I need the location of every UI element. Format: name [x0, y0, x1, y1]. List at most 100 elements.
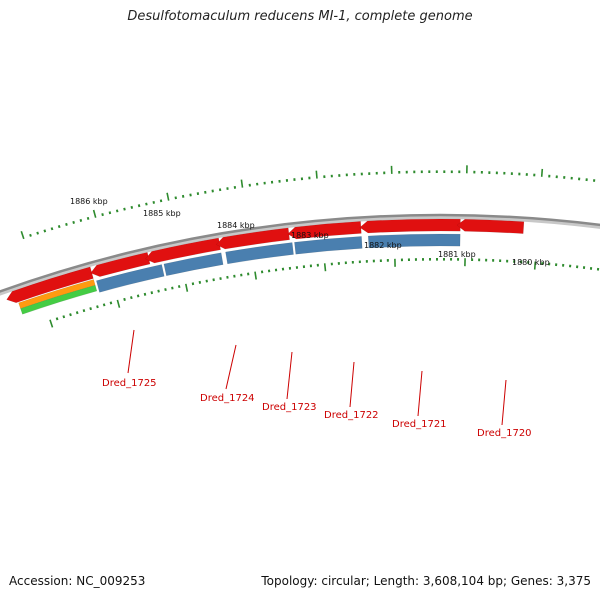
major-tick: [315, 170, 318, 179]
minor-tick: [137, 204, 141, 208]
minor-tick: [130, 296, 133, 300]
inner-tick-ring: [49, 257, 600, 328]
gene-labels: Dred_1725 Dred_1724 Dred_1723 Dred_1722 …: [102, 378, 532, 439]
scale-label: 1883 kbp: [291, 231, 329, 240]
minor-tick: [79, 218, 83, 222]
major-tick: [254, 271, 257, 280]
minor-tick: [69, 313, 72, 317]
minor-tick: [72, 220, 75, 224]
minor-tick: [198, 280, 202, 284]
gene-label[interactable]: Dred_1723: [262, 402, 317, 413]
major-tick: [92, 209, 97, 218]
major-tick: [185, 283, 189, 292]
minor-tick: [164, 288, 167, 292]
scale-label: 1882 kbp: [364, 241, 402, 250]
scale-label: 1880 kbp: [512, 258, 550, 267]
forward-cds-arrow: [90, 252, 151, 277]
reverse-gene-track: [96, 233, 461, 293]
minor-tick: [43, 229, 47, 233]
minor-tick: [123, 207, 126, 211]
reverse-gene-block: [367, 233, 461, 249]
minor-tick: [174, 196, 177, 200]
scale-label: 1885 kbp: [143, 209, 181, 218]
minor-tick: [145, 202, 148, 206]
minor-tick: [205, 279, 208, 283]
minor-tick: [89, 307, 92, 311]
minor-tick: [29, 233, 32, 237]
minor-tick: [130, 205, 134, 209]
forward-cds-arrow: [456, 218, 525, 234]
minor-tick: [102, 303, 106, 307]
minor-tick: [157, 289, 160, 293]
minor-tick: [86, 216, 90, 220]
reverse-gene-block: [163, 252, 224, 277]
major-tick: [533, 261, 537, 270]
minor-tick: [189, 193, 192, 197]
minor-tick: [50, 227, 54, 231]
minor-tick: [115, 209, 119, 213]
gene-label[interactable]: Dred_1720: [477, 428, 532, 439]
forward-cds-arrow: [6, 266, 94, 303]
reverse-gene-block: [96, 264, 165, 293]
gene-label-leaders: [127, 329, 507, 426]
minor-tick: [123, 297, 126, 301]
minor-tick: [177, 285, 181, 289]
gene-leader-line: [225, 344, 237, 390]
minor-tick: [62, 315, 66, 319]
minor-tick: [101, 213, 104, 217]
forward-cds-arrow: [359, 218, 461, 234]
genome-backbone-shadow: [0, 214, 600, 296]
minor-tick: [152, 201, 155, 204]
scale-label: 1884 kbp: [217, 221, 255, 230]
major-tick: [166, 192, 170, 201]
minor-tick: [226, 275, 229, 279]
minor-tick: [219, 277, 222, 280]
major-tick: [49, 319, 54, 328]
major-tick: [240, 179, 244, 188]
gene-label[interactable]: Dred_1722: [324, 410, 379, 421]
minor-tick: [191, 282, 195, 286]
gene-leader-line: [501, 379, 507, 426]
minor-tick: [57, 224, 61, 229]
reverse-gene-block: [294, 236, 363, 255]
accession-text: Accession: NC_009253: [9, 574, 146, 588]
minor-tick: [36, 231, 39, 235]
map-title: Desulfotomaculum reducens MI-1, complete…: [127, 9, 473, 24]
minor-tick: [143, 292, 147, 296]
minor-tick: [150, 291, 154, 295]
gene-label[interactable]: Dred_1721: [392, 419, 447, 430]
forward-cds-arrow: [287, 221, 362, 240]
forward-cds-arrow: [215, 227, 290, 250]
scale-labels: 1886 kbp 1885 kbp 1884 kbp 1883 kbp 1882…: [70, 197, 550, 267]
forward-cds-arrow: [144, 237, 221, 264]
minor-tick: [96, 305, 99, 309]
gene-leader-line: [349, 361, 355, 408]
minor-tick: [109, 301, 113, 305]
minor-tick: [75, 311, 79, 315]
gene-leader-line: [127, 329, 135, 374]
minor-tick: [82, 309, 86, 313]
outer-tick-ring: [20, 165, 596, 240]
gene-label[interactable]: Dred_1724: [200, 393, 255, 404]
scale-label: 1886 kbp: [70, 197, 108, 206]
forward-cds-track: [6, 218, 525, 303]
scale-label: 1881 kbp: [438, 250, 476, 259]
major-tick: [323, 263, 327, 272]
major-tick: [540, 168, 544, 177]
reverse-gene-block: [225, 242, 294, 265]
gene-leader-line: [286, 351, 293, 400]
minor-tick: [65, 222, 68, 226]
gene-label[interactable]: Dred_1725: [102, 378, 157, 389]
green-track-segment: [20, 284, 98, 315]
minor-tick: [171, 286, 174, 290]
gene-leader-line: [417, 370, 423, 417]
minor-tick: [159, 199, 163, 203]
major-tick: [116, 299, 121, 308]
minor-tick: [55, 317, 59, 321]
minor-tick: [181, 194, 185, 198]
major-tick: [20, 231, 25, 240]
feature-tracks: [18, 279, 98, 315]
genome-summary-text: Topology: circular; Length: 3,608,104 bp…: [261, 574, 591, 588]
minor-tick: [136, 294, 140, 298]
